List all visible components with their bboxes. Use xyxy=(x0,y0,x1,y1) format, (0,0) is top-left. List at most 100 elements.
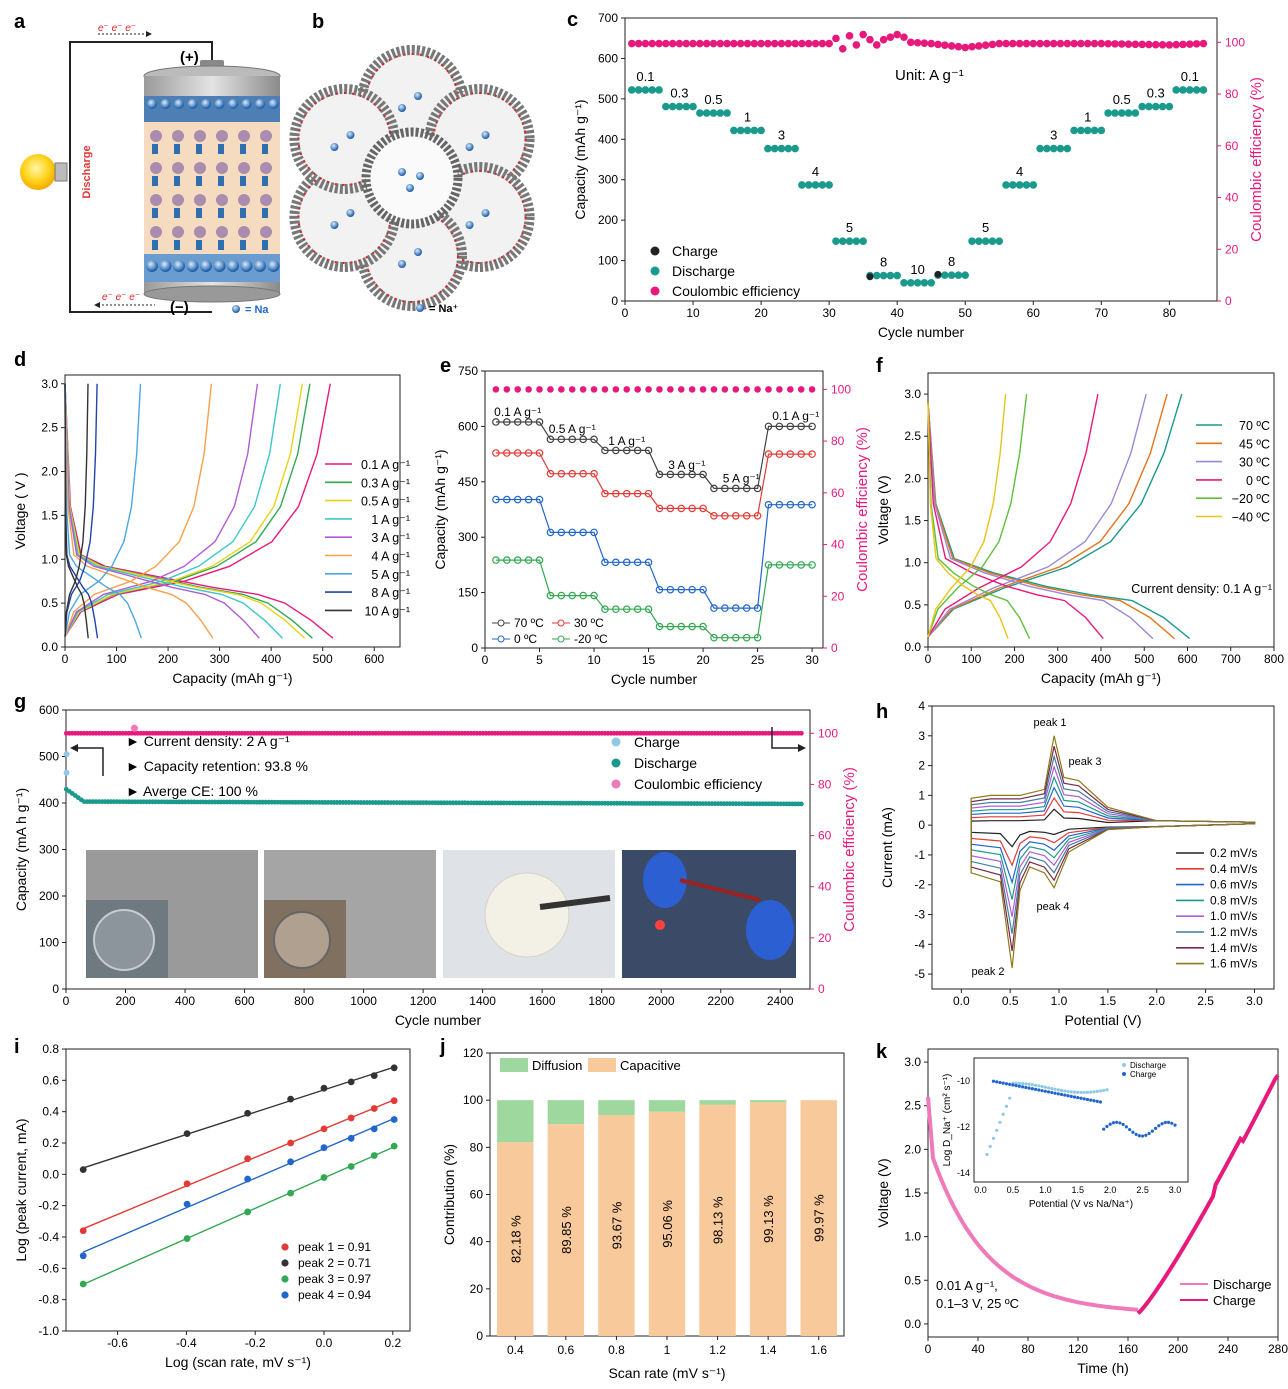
inset-charge-point xyxy=(1115,1121,1118,1124)
ce-point xyxy=(628,40,636,48)
data-point xyxy=(321,1126,328,1133)
x-tick-label: 60 xyxy=(1027,306,1041,320)
y-tick-label: 1.5 xyxy=(41,508,58,522)
inset-discharge-point xyxy=(995,1129,998,1132)
x-tick-label: 2.0 xyxy=(1148,994,1165,1008)
discharge-point xyxy=(1166,103,1174,111)
discharge-point xyxy=(961,271,969,279)
discharge-point xyxy=(941,271,949,279)
legend-label: 1.2 mV/s xyxy=(1210,925,1257,939)
na-ion-icon xyxy=(414,92,422,100)
ce-point xyxy=(982,41,990,49)
rate-label: 4 xyxy=(812,164,819,179)
inset-discharge-point xyxy=(1024,1082,1027,1085)
discharge-point xyxy=(1016,181,1024,189)
legend-marker xyxy=(498,620,504,626)
rate-label: 10 xyxy=(910,262,924,277)
peak-label: peak 3 xyxy=(1068,756,1101,768)
charge-point xyxy=(866,273,873,280)
data-point xyxy=(348,1079,355,1086)
legend-marker xyxy=(281,1291,288,1298)
framework-node xyxy=(194,226,206,238)
charge-curve xyxy=(928,394,1146,637)
legend-label: 4 A g⁻¹ xyxy=(371,550,410,564)
data-point xyxy=(391,1064,398,1071)
na-ion-icon xyxy=(406,184,414,192)
discharge-point xyxy=(812,181,820,189)
ce-point xyxy=(655,40,663,48)
na-ion-channel xyxy=(218,144,224,154)
na-atom-icon xyxy=(215,99,225,109)
na-legend-label: = Na xyxy=(245,304,269,316)
ce-point xyxy=(839,45,847,53)
inset-charge-point xyxy=(1015,1084,1018,1087)
legend-marker xyxy=(558,620,564,626)
na-atom-icon xyxy=(201,99,211,109)
na-ion-channel xyxy=(174,176,180,186)
na-atom-icon xyxy=(188,99,198,109)
y-tick-label: 400 xyxy=(39,796,59,810)
rate-label: 1 xyxy=(744,109,751,124)
y-tick-label: 0.6 xyxy=(42,1073,59,1087)
framework-node xyxy=(216,162,228,174)
inset-discharge-point xyxy=(1060,1089,1063,1092)
inset-charge-point xyxy=(1157,1124,1160,1127)
minus-terminal-label: (−) xyxy=(170,299,189,316)
rate-label: 8 xyxy=(880,255,887,270)
na-atom-icon xyxy=(200,260,212,272)
y-tick-label: -5 xyxy=(914,967,925,981)
ce-point xyxy=(1193,40,1201,48)
na-ion-channel xyxy=(240,176,246,186)
x-tick-label: 2.5 xyxy=(1197,994,1214,1008)
note-line: ► Current density: 2 A g⁻¹ xyxy=(126,733,290,749)
ce-point xyxy=(941,41,949,49)
x-tick-label: 0 xyxy=(925,1342,932,1356)
framework-node xyxy=(172,226,184,238)
x-axis-label: Scan rate (mV s⁻¹) xyxy=(608,1365,725,1381)
y-axis-label: Voltage (V) xyxy=(875,475,891,544)
inset-discharge-point xyxy=(1005,1105,1008,1108)
peak-label: peak 2 xyxy=(971,966,1004,978)
rate-label: 5 xyxy=(982,220,989,235)
inset-charge-point xyxy=(1047,1090,1050,1093)
discharge-point xyxy=(859,237,867,245)
ce-point xyxy=(1152,41,1160,49)
y-tick-label: 1.0 xyxy=(904,556,921,570)
y-tick-label: 600 xyxy=(39,703,59,717)
charge-point xyxy=(935,271,942,278)
discharge-point xyxy=(839,237,847,245)
x-tick-label: 400 xyxy=(261,652,281,666)
inset-discharge-point xyxy=(1086,1091,1089,1094)
y-tick-label: -4 xyxy=(914,937,925,951)
annotation-line: 0.1–3 V, 25 ºC xyxy=(936,1296,1019,1311)
inset-discharge-point xyxy=(1040,1085,1043,1088)
bar-value-label: 99.13 % xyxy=(761,1195,776,1243)
arrow-head-icon xyxy=(798,744,806,752)
legend-label: Charge xyxy=(634,734,680,750)
na-ion-icon xyxy=(330,143,338,151)
ce-point xyxy=(1125,40,1133,48)
inset-charge-point xyxy=(1060,1093,1063,1096)
legend-label: Coulombic efficiency xyxy=(672,283,800,299)
inset-discharge-point xyxy=(1079,1091,1082,1094)
x-axis-label: Potential (V) xyxy=(1064,1012,1141,1028)
inset-charge-point xyxy=(1083,1097,1086,1100)
inset-charge-point xyxy=(1173,1124,1176,1127)
ce-point xyxy=(921,39,929,47)
discharge-point xyxy=(1009,181,1017,189)
y-tick-label: 0.4 xyxy=(42,1105,59,1119)
na-atom-icon xyxy=(268,260,280,272)
data-point xyxy=(244,1110,251,1117)
discharge-point xyxy=(1159,103,1167,111)
inset-charge-point xyxy=(1099,1100,1102,1103)
discharge-point xyxy=(1036,145,1044,153)
discharge-point xyxy=(716,109,724,117)
y-tick-label: 0 xyxy=(918,818,925,832)
ce-point xyxy=(1104,40,1112,48)
data-point xyxy=(321,1174,328,1181)
discharge-point xyxy=(1063,145,1071,153)
inset-charge-point xyxy=(1138,1134,1141,1137)
framework-node xyxy=(172,162,184,174)
legend-label: Diffusion xyxy=(532,1058,582,1073)
